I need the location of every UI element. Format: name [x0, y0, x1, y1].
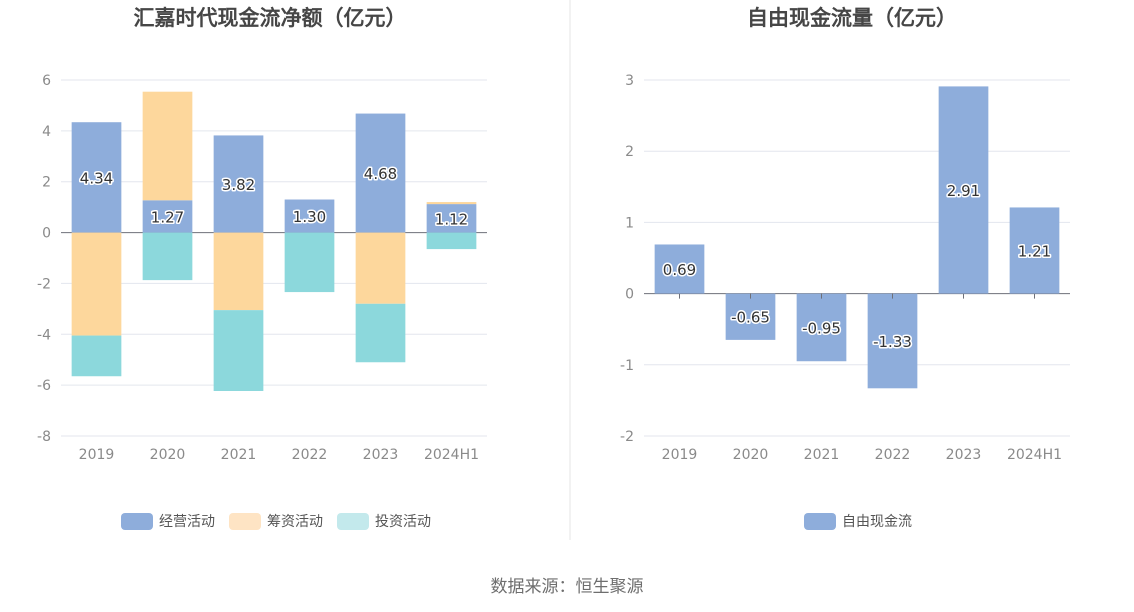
data-label: 1.21 — [1018, 243, 1051, 261]
bar — [938, 86, 989, 294]
data-label: -0.95 — [802, 319, 841, 337]
x-tick-label: 2021 — [221, 447, 257, 463]
data-label: -0.65 — [731, 309, 770, 327]
legend-label: 自由现金流 — [842, 514, 912, 530]
bar — [426, 202, 477, 205]
y-tick-label: -2 — [620, 429, 634, 445]
bar — [1009, 207, 1060, 294]
bar — [213, 310, 264, 391]
bar — [796, 293, 847, 362]
y-tick-label: -6 — [37, 378, 51, 394]
legend-swatch — [337, 513, 369, 530]
cashflow-net-bars — [71, 91, 477, 391]
legend-swatch — [229, 513, 261, 530]
legend-label: 投资活动 — [375, 514, 431, 530]
y-tick-label: 4 — [42, 124, 51, 140]
y-tick-label: 0 — [42, 226, 51, 242]
y-tick-label: 2 — [42, 175, 51, 191]
cashflow-net-y-axis: 6 4 2 0 -2 -4 -6 -8 — [37, 73, 51, 445]
x-tick-label: 2021 — [804, 447, 840, 463]
bar — [426, 232, 477, 250]
data-label: 1.30 — [293, 208, 326, 226]
legend-swatch — [804, 513, 836, 530]
y-tick-label: -2 — [37, 276, 51, 292]
data-label: 4.68 — [364, 165, 397, 183]
legend-label: 筹资活动 — [267, 513, 323, 530]
free-cashflow-data-labels: 0.69 -0.65 -0.95 -1.33 2.91 1.21 — [661, 181, 1052, 353]
cashflow-net-legend: 经营活动 筹资活动 投资活动 — [121, 513, 431, 530]
bar — [71, 232, 122, 336]
bar — [725, 293, 776, 340]
free-cashflow-chart-title: 自由现金流量（亿元） — [747, 6, 957, 30]
y-tick-label: -8 — [37, 429, 51, 445]
free-cashflow-chart: 自由现金流量（亿元） 3 2 1 0 -1 -2 2019 2020 2021 2022 2023… — [620, 6, 1070, 530]
bar — [355, 232, 406, 304]
bar — [284, 232, 335, 293]
x-tick-label: 2024H1 — [424, 447, 479, 463]
y-tick-label: 2 — [625, 144, 634, 160]
data-source-note: 数据来源：恒生聚源 — [491, 577, 644, 597]
cashflow-net-gridlines — [61, 79, 487, 437]
bar — [284, 199, 335, 233]
y-tick-label: -4 — [37, 327, 51, 343]
bar — [867, 293, 918, 389]
y-tick-label: -1 — [620, 358, 634, 374]
legend-swatch — [121, 513, 153, 530]
bar — [71, 122, 122, 233]
bar — [71, 335, 122, 377]
free-cashflow-y-axis: 3 2 1 0 -1 -2 — [620, 73, 634, 445]
cashflow-net-data-labels: 4.34 1.27 3.82 1.30 4.68 1.12 — [78, 164, 469, 230]
bar — [142, 200, 193, 233]
bar — [355, 303, 406, 363]
free-cashflow-bars — [654, 86, 1060, 389]
legend-label: 经营活动 — [159, 514, 215, 530]
data-label: 1.27 — [151, 208, 184, 226]
bar — [426, 204, 477, 233]
bar — [355, 113, 406, 233]
data-label: 2.91 — [947, 182, 980, 200]
bar — [213, 135, 264, 233]
x-tick-label: 2020 — [150, 447, 186, 463]
bar — [142, 91, 193, 201]
x-tick-label: 2023 — [363, 447, 399, 463]
free-cashflow-legend: 自由现金流 — [804, 513, 912, 530]
bar — [213, 232, 264, 311]
x-tick-label: 2022 — [875, 447, 911, 463]
y-tick-label: 3 — [625, 73, 634, 89]
x-tick-label: 2022 — [292, 447, 328, 463]
data-label: -1.33 — [873, 333, 912, 351]
x-tick-label: 2019 — [79, 447, 115, 463]
y-tick-label: 1 — [625, 215, 634, 231]
data-label: 4.34 — [80, 169, 113, 187]
free-cashflow-x-axis: 2019 2020 2021 2022 2023 2024H1 — [662, 293, 1062, 463]
x-tick-label: 2020 — [733, 447, 769, 463]
bar — [142, 232, 193, 281]
y-tick-label: 0 — [625, 287, 634, 303]
cashflow-net-chart-title: 汇嘉时代现金流净额（亿元） — [134, 6, 407, 30]
bar — [654, 244, 705, 294]
cashflow-net-x-axis: 2019 2020 2021 2022 2023 2024H1 — [79, 447, 479, 463]
data-label: 3.82 — [222, 176, 255, 194]
y-tick-label: 6 — [42, 73, 51, 89]
x-tick-label: 2019 — [662, 447, 698, 463]
data-label: 0.69 — [663, 261, 696, 279]
x-tick-label: 2023 — [946, 447, 982, 463]
free-cashflow-gridlines — [644, 79, 1070, 437]
data-label: 1.12 — [435, 210, 468, 228]
x-tick-label: 2024H1 — [1007, 447, 1062, 463]
